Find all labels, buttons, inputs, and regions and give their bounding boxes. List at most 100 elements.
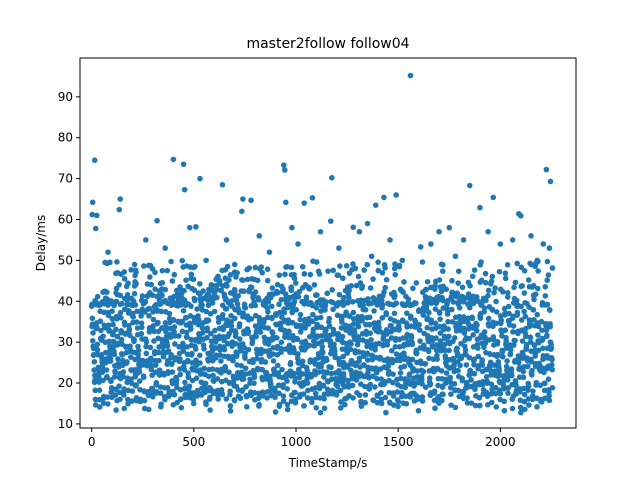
data-point bbox=[505, 390, 511, 396]
data-point bbox=[107, 358, 114, 364]
data-point bbox=[230, 357, 236, 364]
data-point bbox=[509, 405, 516, 412]
data-point bbox=[420, 312, 427, 318]
data-point bbox=[336, 291, 343, 298]
data-point bbox=[326, 315, 333, 322]
data-point bbox=[203, 257, 209, 264]
data-point bbox=[307, 285, 313, 292]
data-point bbox=[420, 368, 427, 375]
data-point bbox=[96, 404, 103, 410]
data-point bbox=[247, 284, 254, 290]
data-point bbox=[153, 301, 159, 308]
data-point bbox=[209, 300, 216, 306]
data-point bbox=[365, 296, 371, 302]
outlier-point bbox=[219, 181, 226, 188]
data-point bbox=[236, 321, 243, 327]
data-point bbox=[428, 241, 434, 247]
data-point bbox=[528, 261, 535, 268]
data-point bbox=[390, 402, 397, 408]
data-point bbox=[253, 333, 260, 340]
data-point bbox=[465, 321, 472, 327]
data-point bbox=[513, 382, 519, 389]
data-point bbox=[544, 301, 551, 308]
data-point bbox=[185, 357, 191, 364]
x-tick-label: 0 bbox=[88, 435, 96, 449]
data-point bbox=[130, 302, 137, 309]
data-point bbox=[496, 367, 503, 373]
data-point bbox=[210, 372, 216, 379]
data-point bbox=[105, 249, 111, 255]
data-point bbox=[149, 386, 156, 392]
data-point bbox=[184, 351, 191, 358]
data-point bbox=[371, 320, 378, 326]
y-axis: 10 20 30 40 50 60 70 80 90 bbox=[58, 90, 80, 431]
data-point bbox=[256, 233, 263, 239]
data-point bbox=[539, 299, 546, 306]
data-point bbox=[435, 382, 441, 389]
data-point bbox=[216, 278, 223, 284]
data-point bbox=[321, 395, 327, 402]
data-point bbox=[343, 327, 349, 333]
data-point bbox=[498, 317, 505, 324]
data-point bbox=[219, 302, 226, 309]
data-point bbox=[132, 282, 139, 288]
data-point bbox=[147, 262, 154, 269]
data-point bbox=[326, 323, 333, 329]
data-point bbox=[469, 315, 476, 322]
data-point bbox=[159, 267, 166, 274]
data-point bbox=[143, 343, 149, 350]
data-point bbox=[291, 347, 297, 354]
data-point bbox=[153, 379, 160, 386]
data-point bbox=[171, 391, 178, 398]
data-point bbox=[111, 351, 118, 358]
data-point bbox=[495, 351, 501, 358]
data-point bbox=[549, 362, 555, 368]
outlier-point bbox=[154, 217, 160, 224]
data-point bbox=[320, 383, 327, 389]
data-point bbox=[355, 273, 362, 280]
outlier-point bbox=[116, 206, 123, 213]
data-point bbox=[382, 284, 389, 291]
data-point bbox=[270, 358, 277, 364]
data-point bbox=[471, 362, 477, 368]
data-point bbox=[534, 404, 540, 410]
data-point bbox=[543, 327, 550, 334]
data-point bbox=[266, 347, 273, 354]
data-point bbox=[534, 257, 540, 264]
data-point bbox=[452, 404, 459, 411]
data-point bbox=[546, 393, 552, 399]
data-point bbox=[238, 288, 245, 294]
data-point bbox=[233, 294, 240, 300]
data-point bbox=[522, 313, 529, 320]
data-point bbox=[487, 351, 493, 358]
data-point bbox=[146, 305, 152, 312]
data-point bbox=[533, 379, 540, 386]
data-point bbox=[504, 290, 511, 296]
data-point bbox=[379, 297, 385, 304]
data-point bbox=[521, 290, 528, 296]
data-point bbox=[347, 330, 353, 336]
data-point bbox=[488, 368, 494, 374]
data-point bbox=[379, 315, 386, 321]
data-point bbox=[279, 366, 285, 373]
data-point bbox=[346, 270, 353, 276]
data-point bbox=[147, 290, 153, 296]
data-point bbox=[181, 287, 187, 294]
data-point bbox=[402, 302, 409, 309]
data-point bbox=[482, 270, 489, 277]
data-point bbox=[259, 269, 266, 276]
data-point bbox=[455, 387, 462, 394]
data-point bbox=[313, 394, 319, 401]
data-point bbox=[471, 370, 478, 377]
data-point bbox=[207, 394, 213, 401]
data-point bbox=[545, 376, 552, 382]
data-point bbox=[473, 294, 480, 300]
data-point bbox=[116, 383, 122, 389]
data-point bbox=[437, 338, 444, 344]
data-point bbox=[268, 303, 275, 310]
data-point bbox=[380, 293, 386, 299]
data-point bbox=[293, 322, 300, 328]
data-point bbox=[511, 342, 517, 348]
data-point bbox=[423, 286, 429, 293]
data-point bbox=[373, 369, 380, 376]
